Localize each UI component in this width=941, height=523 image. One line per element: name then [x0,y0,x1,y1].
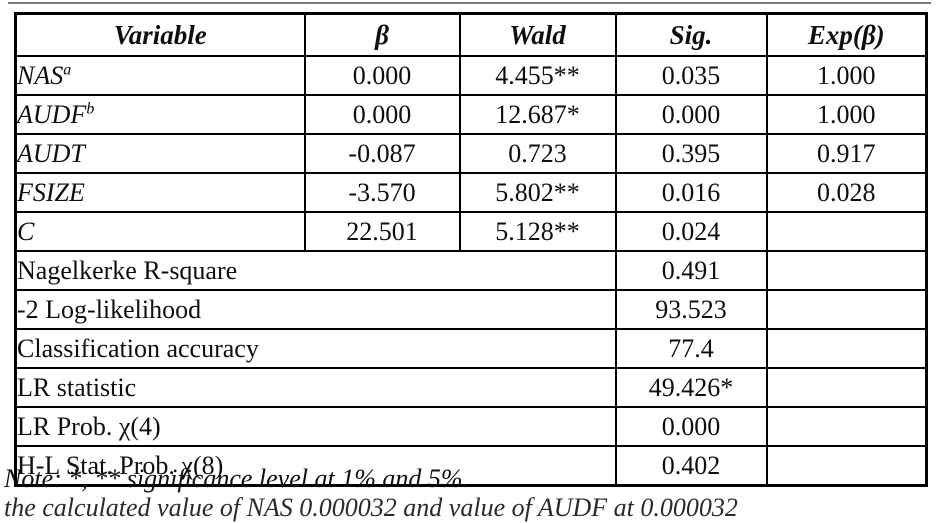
variable-name-cell: C [14,211,306,252]
summary-label: LR Prob. χ(4) [14,406,617,447]
table-header-row: Variable β Wald Sig. Exp(β) [14,12,928,57]
beta-value: -0.087 [303,133,461,174]
wald-value: 5.128** [458,211,617,252]
beta-value: 22.501 [303,211,461,252]
beta-value: 0.000 [303,94,461,135]
summary-empty-cell [765,445,928,487]
variable-superscript: b [86,99,95,117]
variable-name-cell: FSIZE [14,172,306,213]
summary-empty-cell [765,328,928,369]
exp-value: 1.000 [765,55,928,96]
exp-value [765,211,928,252]
table-row-audf: AUDFb 0.000 12.687* 0.000 1.000 [14,94,928,135]
exp-value: 1.000 [765,94,928,135]
variable-name-cell: NASa [14,55,306,96]
beta-value: 0.000 [303,55,461,96]
variable-superscript: a [63,60,72,78]
summary-empty-cell [765,289,928,330]
summary-label: LR statistic [14,367,617,408]
summary-label: Nagelkerke R-square [14,250,617,291]
variable-name-cell: AUDFb [14,94,306,135]
summary-empty-cell [765,406,928,447]
header-exp: Exp(β) [765,12,928,57]
variable-name: AUDF [17,99,87,129]
summary-value: 0.000 [614,406,768,447]
wald-value: 12.687* [458,94,617,135]
header-variable: Variable [14,12,306,57]
summary-row-lr-prob: LR Prob. χ(4) 0.000 [14,406,928,447]
table-row-constant: C 22.501 5.128** 0.024 [14,211,928,252]
summary-label: Classification accuracy [14,328,617,369]
summary-value: 0.491 [614,250,768,291]
wald-value: 4.455** [458,55,617,96]
variable-name: NAS [17,60,64,90]
table-row-nas: NASa 0.000 4.455** 0.035 1.000 [14,55,928,96]
table-row-fsize: FSIZE -3.570 5.802** 0.016 0.028 [14,172,928,213]
summary-row-nagelkerke: Nagelkerke R-square 0.491 [14,250,928,291]
variable-name: C [17,216,35,246]
variable-name: FSIZE [17,177,85,207]
summary-value: 49.426* [614,367,768,408]
sig-value: 0.395 [614,133,768,174]
header-sig: Sig. [614,12,768,57]
summary-empty-cell [765,367,928,408]
exp-value: 0.028 [765,172,928,213]
summary-label: -2 Log-likelihood [14,289,617,330]
summary-row-loglikelihood: -2 Log-likelihood 93.523 [14,289,928,330]
summary-value: 0.402 [614,445,768,487]
summary-row-classification: Classification accuracy 77.4 [14,328,928,369]
summary-value: 77.4 [614,328,768,369]
sig-value: 0.024 [614,211,768,252]
summary-label: H-L Stat. Prob. χ(8) [14,445,617,487]
beta-value: -3.570 [303,172,461,213]
wald-value: 0.723 [458,133,617,174]
clipped-footnote-line: the calculated value of NAS 0.000032 and… [4,493,738,522]
summary-row-hl-stat: H-L Stat. Prob. χ(8) 0.402 [14,445,928,487]
exp-value: 0.917 [765,133,928,174]
header-wald: Wald [458,12,617,57]
variable-name: AUDT [17,138,85,168]
wald-value: 5.802** [458,172,617,213]
significance-note: Note: *, ** significance level at 1% and… [4,464,470,493]
summary-empty-cell [765,250,928,291]
sig-value: 0.016 [614,172,768,213]
variable-name-cell: AUDT [14,133,306,174]
summary-row-lr-statistic: LR statistic 49.426* [14,367,928,408]
header-beta: β [303,12,461,57]
cropped-top-rule [8,2,931,4]
regression-results-table: Variable β Wald Sig. Exp(β) NASa 0.000 4… [14,12,928,487]
sig-value: 0.000 [614,94,768,135]
summary-value: 93.523 [614,289,768,330]
sig-value: 0.035 [614,55,768,96]
table-row-audt: AUDT -0.087 0.723 0.395 0.917 [14,133,928,174]
